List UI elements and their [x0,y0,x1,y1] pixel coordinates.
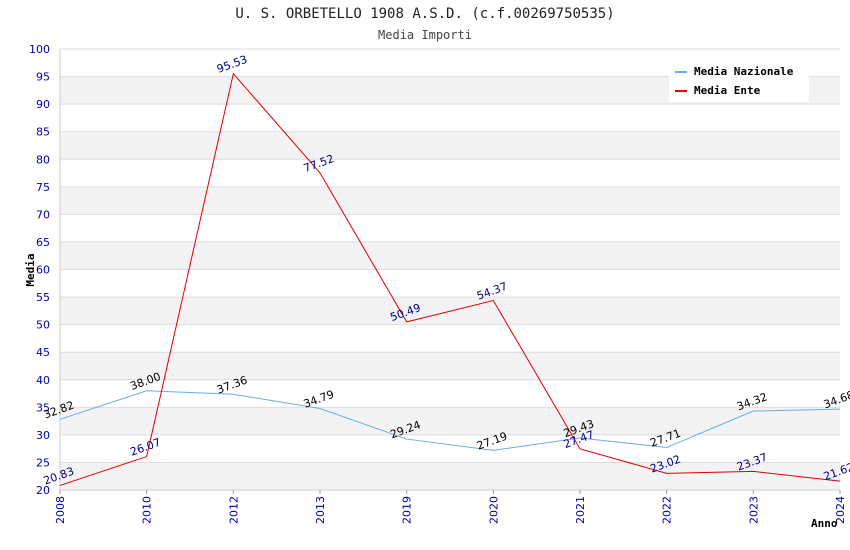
y-tick-label: 100 [29,43,50,56]
grid-band [60,352,840,380]
series-line-media-nazionale [59,390,841,451]
legend-label-media-ente: Media Ente [694,84,761,97]
legend-label-media-nazionale: Media Nazionale [694,65,794,78]
grid-band [60,186,840,215]
grid-band [60,434,840,463]
y-tick-label: 70 [36,208,50,221]
grid-lines [60,48,840,491]
y-tick-label: 20 [36,484,50,497]
x-tick-label: 2021 [574,496,587,524]
grid-band [60,462,840,490]
x-tick-label: 2022 [661,496,674,524]
series-line-media-ente [59,72,841,486]
y-tick-label: 40 [36,374,50,387]
y-tick-label: 60 [36,264,50,277]
x-axis-ticks: 2008 2010 2012 2013 2019 2020 2021 2022 2023 2024 [54,490,847,524]
y-tick-label: 85 [36,126,50,139]
grid-band [60,214,840,242]
y-tick-label: 55 [36,291,50,304]
grid-band [60,241,840,270]
x-tick-label: 2013 [314,496,327,524]
x-tick-label: 2024 [834,496,847,524]
grid-band [60,324,840,353]
legend: Media Nazionale Media Ente [669,60,809,102]
y-tick-label: 65 [36,236,50,249]
x-tick-label: 2020 [487,496,500,524]
chart-subtitle: Media Importi [378,28,472,42]
grid-band [60,407,840,435]
y-axis-label: Media [24,253,37,286]
legend-box [669,60,809,102]
chart-title: U. S. ORBETELLO 1908 A.S.D. (c.f.0026975… [235,6,614,22]
y-axis-ticks: 20 25 30 35 40 45 50 55 60 65 70 75 80 85 90 95 100 [29,43,50,497]
grid-bands [60,49,840,490]
x-axis-label: Anno [811,517,838,530]
x-tick-label: 2008 [54,496,67,524]
y-tick-label: 25 [36,456,50,469]
y-tick-label: 45 [36,346,50,359]
x-tick-label: 2012 [227,496,240,524]
grid-band [60,269,840,298]
y-tick-label: 80 [36,153,50,166]
grid-band [60,379,840,408]
y-tick-label: 50 [36,319,50,332]
grid-band [60,159,840,187]
x-tick-label: 2010 [141,496,154,524]
y-tick-label: 90 [36,98,50,111]
y-tick-label: 95 [36,71,50,84]
y-tick-label: 75 [36,181,50,194]
series-group [59,72,841,486]
grid-band [60,131,840,160]
x-tick-label: 2019 [401,496,414,524]
grid-band [60,104,840,132]
y-tick-label: 30 [36,429,50,442]
y-tick-label: 35 [36,401,50,414]
x-tick-label: 2023 [747,496,760,524]
